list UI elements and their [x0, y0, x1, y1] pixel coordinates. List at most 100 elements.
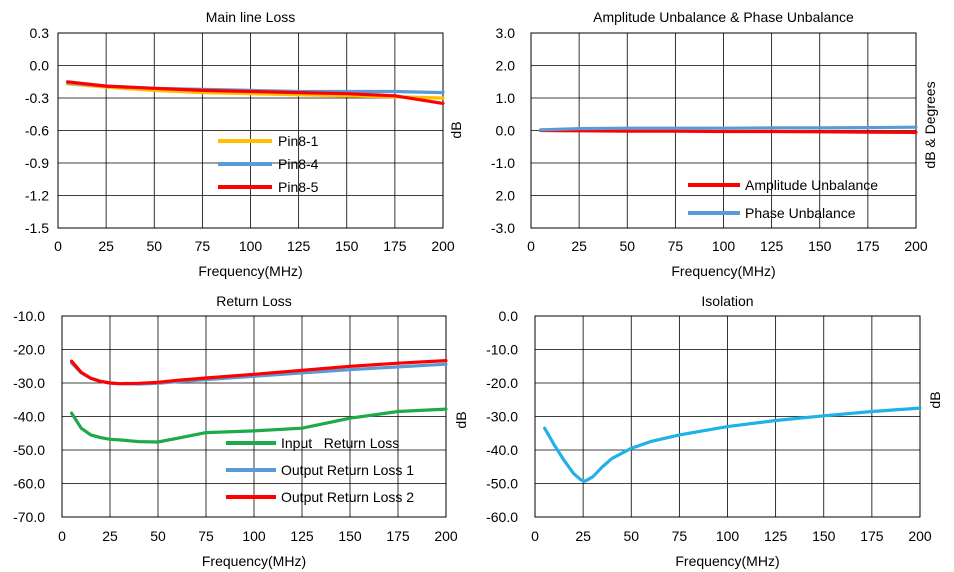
- y-tick-label: -1.5: [25, 220, 49, 236]
- series-line-input-return-loss: [70, 407, 448, 444]
- y-tick-label: -20.0: [486, 375, 518, 391]
- x-tick-label: 100: [239, 238, 263, 254]
- y-tick-label: 0.0: [499, 308, 519, 324]
- series-line-phase-unbalance: [539, 125, 918, 132]
- y-tick-label: -60.0: [486, 509, 518, 525]
- gridlines: [534, 315, 921, 518]
- legend-label: Amplitude Unbalance: [745, 177, 878, 193]
- series-line-output-return-loss-2: [70, 359, 448, 386]
- y-tick-label: -10.0: [486, 342, 518, 358]
- secondary-y-axis-title: dB & Degrees: [922, 81, 938, 168]
- x-tick-label: 0: [58, 528, 66, 544]
- y-tick-label: -50.0: [13, 442, 45, 458]
- legend: Pin8-1 Pin8-4 Pin8-5: [218, 133, 319, 195]
- x-tick-label: 125: [290, 528, 314, 544]
- x-tick-label: 75: [195, 238, 211, 254]
- series-line-isolation: [543, 406, 922, 483]
- legend-label: Output Return Loss 2: [281, 489, 414, 505]
- x-tick-label: 150: [335, 238, 359, 254]
- legend-label: Pin8-5: [278, 179, 319, 195]
- x-tick-label: 200: [434, 528, 458, 544]
- x-tick-label: 25: [98, 238, 114, 254]
- x-tick-label: 125: [764, 528, 788, 544]
- y-tick-label: 2.0: [496, 188, 516, 204]
- y-tick-label: 0.3: [30, 25, 50, 41]
- x-tick-label: 200: [904, 238, 928, 254]
- x-tick-label: 75: [668, 238, 684, 254]
- x-tick-label: 25: [102, 528, 118, 544]
- y-axis-title: dB: [448, 121, 464, 138]
- y-tick-label: -30.0: [486, 409, 518, 425]
- legend-label: Phase Unbalance: [745, 205, 856, 221]
- x-tick-label: 200: [908, 528, 932, 544]
- x-tick-label: 150: [338, 528, 362, 544]
- x-tick-label: 100: [716, 528, 740, 544]
- x-tick-label: 0: [54, 238, 62, 254]
- amp-phase-unbalance-chart: Amplitude Unbalance & Phase Unbalance 0 25…: [448, 9, 938, 279]
- gridlines: [61, 315, 447, 518]
- x-tick-label: 25: [571, 238, 587, 254]
- main-line-loss-chart: Main line Loss 0 25 50 75 100 125 150 175 200 0.3 0…: [25, 9, 455, 279]
- x-tick-label: 50: [623, 528, 639, 544]
- x-tick-label: 150: [808, 238, 832, 254]
- y-tick-label: 0.0: [496, 123, 516, 139]
- y-tick-label: -3.0: [491, 220, 515, 236]
- chart-title: Isolation: [701, 293, 753, 309]
- x-tick-label: 100: [712, 238, 736, 254]
- x-tick-label: 0: [531, 528, 539, 544]
- y-tick-label: 3.0: [496, 25, 516, 41]
- x-tick-label: 50: [150, 528, 166, 544]
- x-tick-label: 175: [383, 238, 407, 254]
- x-tick-label: 150: [812, 528, 836, 544]
- x-tick-label: 50: [619, 238, 635, 254]
- x-axis-title: Frequency(MHz): [198, 263, 302, 279]
- x-axis-title: Frequency(MHz): [675, 553, 779, 569]
- x-tick-label: 100: [242, 528, 266, 544]
- y-tick-label: -40.0: [13, 409, 45, 425]
- y-tick-label: -10.0: [13, 308, 45, 324]
- y-tick-label: -60.0: [13, 476, 45, 492]
- y-tick-label: 2.0: [496, 58, 516, 74]
- y-tick-label: -0.9: [25, 155, 49, 171]
- y-tick-label: -50.0: [486, 476, 518, 492]
- y-tick-label: -70.0: [13, 509, 45, 525]
- y-tick-label: -1.0: [491, 155, 515, 171]
- x-tick-label: 0: [527, 238, 535, 254]
- x-tick-label: 75: [198, 528, 214, 544]
- y-tick-label: -0.6: [25, 123, 49, 139]
- chart-title: Amplitude Unbalance & Phase Unbalance: [593, 9, 854, 25]
- y-axis-title: dB: [453, 411, 469, 428]
- legend: Input Return Loss Output Return Loss 1 Out…: [226, 435, 414, 505]
- x-tick-label: 200: [431, 238, 455, 254]
- legend-label: Pin8-4: [278, 156, 319, 172]
- x-tick-label: 50: [146, 238, 162, 254]
- legend-label: Pin8-1: [278, 133, 319, 149]
- x-axis-title: Frequency(MHz): [202, 553, 306, 569]
- x-tick-label: 175: [860, 528, 884, 544]
- plot-area: [57, 32, 444, 229]
- plot-area: [61, 315, 447, 518]
- series-line-pin8-5: [66, 80, 445, 105]
- y-tick-label: 0.0: [30, 58, 50, 74]
- chart-title: Main line Loss: [206, 9, 296, 25]
- y-tick-label: 1.0: [496, 90, 516, 106]
- y-tick-label: -0.3: [25, 90, 49, 106]
- legend-label: Input Return Loss: [281, 435, 399, 451]
- x-axis-title: Frequency(MHz): [671, 263, 775, 279]
- x-tick-label: 125: [760, 238, 784, 254]
- y-tick-label: -20.0: [13, 342, 45, 358]
- x-tick-label: 175: [386, 528, 410, 544]
- secondary-y-axis-title: dB: [927, 391, 943, 408]
- plot-area: [530, 32, 917, 229]
- y-tick-label: -40.0: [486, 442, 518, 458]
- y-tick-label: -30.0: [13, 375, 45, 391]
- plot-area: [534, 315, 921, 518]
- x-tick-label: 75: [672, 528, 688, 544]
- x-tick-label: 125: [287, 238, 311, 254]
- x-tick-label: 175: [856, 238, 880, 254]
- x-tick-label: 25: [575, 528, 591, 544]
- chart-title: Return Loss: [216, 293, 291, 309]
- legend-label: Output Return Loss 1: [281, 462, 414, 478]
- series-line-amplitude-unbalance: [539, 128, 918, 134]
